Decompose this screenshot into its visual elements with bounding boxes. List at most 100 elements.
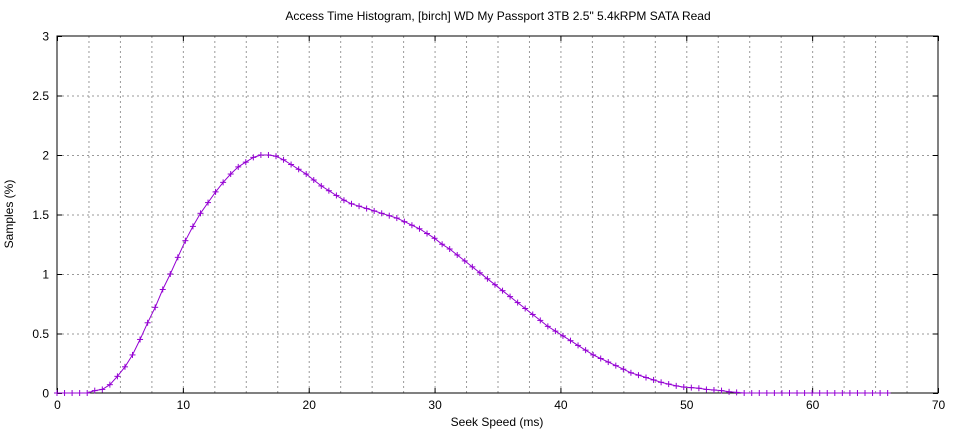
y-tick-label: 1 xyxy=(42,268,49,282)
data-point-marker xyxy=(590,351,597,358)
data-point-marker xyxy=(862,390,869,396)
data-point-marker xyxy=(280,156,287,163)
data-point-marker xyxy=(212,188,219,195)
data-point-marker xyxy=(567,337,574,344)
data-point-marker xyxy=(552,328,559,335)
data-point-marker xyxy=(597,355,604,362)
data-point-marker xyxy=(786,390,793,396)
y-tick-label: 0.5 xyxy=(32,327,49,341)
data-point-marker xyxy=(816,390,823,396)
data-point-marker xyxy=(69,390,76,396)
data-point-marker xyxy=(582,347,589,354)
data-point-marker xyxy=(529,311,536,318)
data-point-marker xyxy=(741,390,748,396)
data-point-marker xyxy=(748,390,755,396)
data-point-marker xyxy=(220,179,227,186)
x-axis-label: Seek Speed (ms) xyxy=(451,415,544,429)
data-point-marker xyxy=(76,390,83,396)
data-point-marker xyxy=(461,257,468,264)
data-point-marker xyxy=(756,390,763,396)
data-point-marker xyxy=(295,166,302,173)
data-point-marker xyxy=(877,390,884,396)
x-tick-label: 20 xyxy=(303,398,317,412)
data-point-marker xyxy=(771,390,778,396)
x-tick-label: 10 xyxy=(177,398,191,412)
series-layer xyxy=(54,152,891,396)
data-point-marker xyxy=(152,304,159,311)
grid-layer xyxy=(57,36,938,393)
data-point-marker xyxy=(695,385,702,392)
data-point-marker xyxy=(424,230,431,237)
data-point-marker xyxy=(710,387,717,394)
data-point-marker xyxy=(54,390,60,396)
data-point-marker xyxy=(688,384,695,391)
data-point-marker xyxy=(310,176,317,183)
y-tick-label: 2 xyxy=(42,149,49,163)
data-point-marker xyxy=(650,376,657,383)
data-point-marker xyxy=(114,373,121,380)
data-point-marker xyxy=(84,390,91,396)
data-point-marker xyxy=(348,200,355,207)
data-point-marker xyxy=(643,374,650,381)
data-point-marker xyxy=(174,254,181,261)
data-point-marker xyxy=(544,323,551,330)
data-point-marker xyxy=(137,336,144,343)
data-point-marker xyxy=(416,225,423,232)
data-point-marker xyxy=(257,152,264,158)
data-point-marker xyxy=(378,210,385,217)
data-point-marker xyxy=(884,390,891,396)
data-point-marker xyxy=(491,281,498,288)
plot-border xyxy=(56,35,939,394)
data-point-marker xyxy=(325,187,332,194)
y-tick-label: 2.5 xyxy=(32,89,49,103)
data-point-marker xyxy=(242,159,249,166)
x-tick-label: 60 xyxy=(806,398,820,412)
data-point-marker xyxy=(431,235,438,242)
data-point-marker xyxy=(129,351,136,358)
data-point-marker xyxy=(91,387,98,394)
data-point-marker xyxy=(703,386,710,393)
data-point-marker xyxy=(575,342,582,349)
y-tick-label: 3 xyxy=(42,30,49,44)
data-point-marker xyxy=(340,197,347,204)
data-point-marker xyxy=(454,251,461,258)
data-point-marker xyxy=(288,161,295,168)
y-axis-label: Samples (%) xyxy=(2,180,16,249)
data-point-marker xyxy=(189,223,196,230)
data-point-marker xyxy=(537,317,544,324)
data-point-marker xyxy=(476,269,483,276)
x-tick-label: 40 xyxy=(554,398,568,412)
data-point-marker xyxy=(484,275,491,282)
data-point-marker xyxy=(680,384,687,391)
data-point-marker xyxy=(665,381,672,388)
data-point-marker xyxy=(627,369,634,376)
data-point-marker xyxy=(612,362,619,369)
data-point-marker xyxy=(61,390,68,396)
data-point-marker xyxy=(846,390,853,396)
data-point-marker xyxy=(514,299,521,306)
data-point-marker xyxy=(718,387,725,394)
data-point-marker xyxy=(235,163,242,170)
data-point-marker xyxy=(401,218,408,225)
data-point-marker xyxy=(522,305,529,312)
data-point-marker xyxy=(620,366,627,373)
data-point-marker xyxy=(733,389,740,396)
data-point-marker xyxy=(439,241,446,248)
data-point-marker xyxy=(499,287,506,294)
data-point-marker xyxy=(469,263,476,270)
data-point-marker xyxy=(854,390,861,396)
data-point-marker xyxy=(333,192,340,199)
x-tick-label: 0 xyxy=(54,398,61,412)
data-point-marker xyxy=(446,246,453,253)
data-point-marker xyxy=(182,237,189,244)
data-point-marker xyxy=(839,390,846,396)
data-point-marker xyxy=(559,332,566,339)
data-point-marker xyxy=(318,182,325,189)
data-point-marker xyxy=(605,359,612,366)
data-point-marker xyxy=(205,199,212,206)
x-tick-label: 30 xyxy=(428,398,442,412)
y-tick-label: 1.5 xyxy=(32,208,49,222)
data-point-marker xyxy=(824,390,831,396)
